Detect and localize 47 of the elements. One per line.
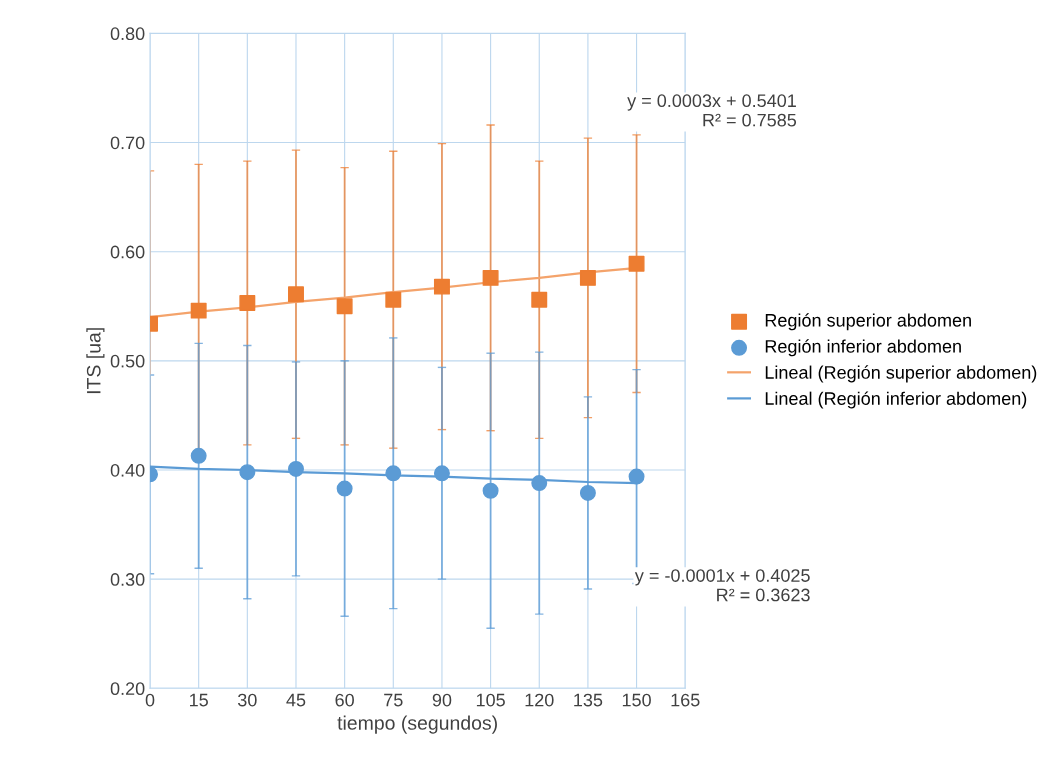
point	[531, 475, 548, 492]
x-axis-title: tiempo (segundos)	[337, 715, 497, 734]
point	[239, 295, 256, 311]
point	[239, 464, 256, 481]
y-tick-label: 0.20	[110, 682, 145, 696]
point	[433, 465, 450, 482]
point	[531, 291, 548, 308]
x-tick-label: 15	[190, 693, 208, 707]
legend-label: Región superior abdomen	[765, 313, 971, 331]
point	[336, 298, 353, 315]
point	[579, 484, 596, 501]
point	[482, 269, 499, 286]
point	[433, 278, 450, 295]
x-tick-label: 135	[574, 693, 603, 707]
x-tick-label: 90	[432, 693, 452, 707]
x-tick-label: 60	[335, 693, 354, 707]
x-tick-label: 45	[286, 693, 306, 707]
y-tick-label: 0.40	[110, 463, 145, 477]
annotation: y = -0.0001x + 0.4025 R² = 0.3623	[634, 569, 810, 602]
point	[288, 286, 304, 303]
y-tick-label: 0.50	[110, 354, 145, 368]
point	[336, 480, 353, 497]
x-tick-label: 165	[671, 693, 700, 707]
legend-label: Lineal (Región superior abdomen)	[765, 365, 1037, 383]
y-tick-label: 0.80	[110, 27, 145, 41]
legend-label: Región inferior abdomen	[765, 339, 961, 357]
annotation: y = 0.0003x + 0.5401 R² = 0.7585	[627, 94, 797, 127]
point	[190, 447, 207, 464]
point	[288, 460, 304, 477]
y-tick-label: 0.30	[110, 573, 145, 586]
y-tick-label: 0.70	[110, 136, 145, 150]
x-tick-label: 120	[525, 693, 554, 707]
x-tick-label: 105	[476, 693, 505, 707]
point	[482, 482, 499, 499]
x-tick-label: 75	[384, 693, 403, 707]
point	[579, 269, 596, 286]
point	[628, 468, 645, 485]
x-tick-label: 150	[622, 693, 651, 707]
x-tick-label: 30	[237, 693, 257, 707]
legend-label: Lineal (Región inferior abdomen)	[765, 391, 1027, 409]
y-tick-label: 0.60	[110, 245, 145, 259]
point	[385, 465, 402, 482]
point	[628, 255, 645, 272]
x-tick-label: 0	[145, 693, 155, 707]
point	[385, 291, 402, 308]
y-axis-title: ITS [ua]	[86, 328, 105, 394]
point	[190, 302, 207, 319]
